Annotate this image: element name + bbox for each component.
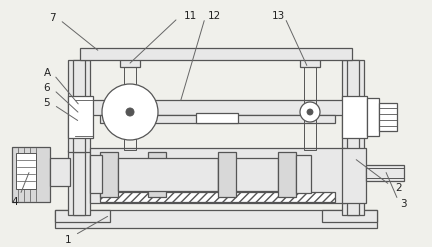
Bar xyxy=(90,155,102,193)
Bar xyxy=(55,210,110,222)
Bar xyxy=(90,100,345,115)
Bar xyxy=(196,113,238,123)
Text: 3: 3 xyxy=(400,199,407,209)
Text: 1: 1 xyxy=(65,235,71,245)
Bar xyxy=(100,192,335,202)
Bar xyxy=(16,153,36,189)
Text: 11: 11 xyxy=(184,11,197,21)
Bar xyxy=(367,98,379,136)
Text: A: A xyxy=(44,68,51,78)
Bar xyxy=(68,96,93,138)
Bar xyxy=(12,147,50,202)
Bar xyxy=(73,150,85,215)
Bar xyxy=(100,152,118,197)
Bar xyxy=(50,158,70,186)
Bar xyxy=(379,103,397,131)
Bar xyxy=(347,150,359,215)
Bar xyxy=(73,60,85,152)
Bar xyxy=(68,60,90,152)
Bar xyxy=(342,60,364,152)
Circle shape xyxy=(126,108,134,116)
Text: 7: 7 xyxy=(49,13,55,23)
Bar xyxy=(120,55,140,67)
Bar xyxy=(80,48,352,60)
Bar xyxy=(366,165,404,181)
Text: 4: 4 xyxy=(12,197,18,207)
Text: 12: 12 xyxy=(208,11,221,21)
Bar xyxy=(342,148,366,203)
Bar xyxy=(342,150,364,215)
Bar xyxy=(218,152,236,197)
Bar xyxy=(90,148,345,203)
Text: 2: 2 xyxy=(395,183,402,193)
Bar xyxy=(218,158,278,191)
Circle shape xyxy=(102,84,158,140)
Circle shape xyxy=(307,109,313,115)
Text: 5: 5 xyxy=(44,98,50,108)
Bar xyxy=(342,96,367,138)
Circle shape xyxy=(300,102,320,122)
Bar xyxy=(304,60,316,150)
Text: 6: 6 xyxy=(44,83,50,93)
Bar xyxy=(100,115,335,123)
Bar xyxy=(278,152,296,197)
Bar xyxy=(68,150,90,215)
Bar xyxy=(124,60,136,150)
Bar xyxy=(300,55,320,67)
Bar xyxy=(148,152,166,197)
Bar xyxy=(322,210,377,222)
Bar xyxy=(347,60,359,152)
Bar xyxy=(118,158,218,191)
Bar xyxy=(296,155,311,193)
Bar xyxy=(55,210,377,228)
Text: 13: 13 xyxy=(271,11,285,21)
